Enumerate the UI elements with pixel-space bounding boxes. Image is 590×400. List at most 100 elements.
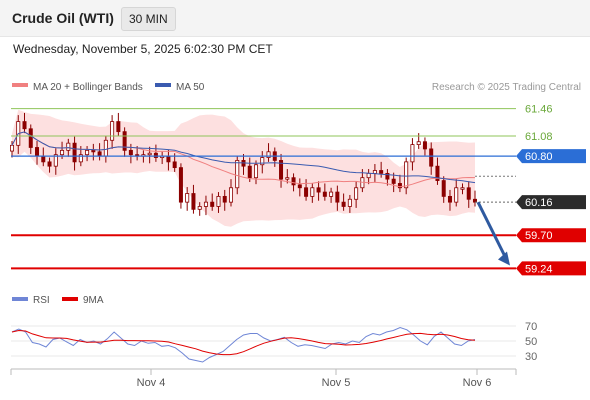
candle-body <box>460 187 465 190</box>
candle-body <box>116 121 121 133</box>
candle-body <box>110 121 115 141</box>
candle-body <box>247 165 252 179</box>
candle-body <box>197 206 202 210</box>
ma20-legend-label: MA 20 + Bollinger Bands <box>33 82 143 93</box>
candle-body <box>41 155 46 163</box>
price-levels: 61.46 61.08 60.80 60.16 59.70 59.24 <box>11 104 586 276</box>
candle-body <box>254 164 259 179</box>
chart-datetime: Wednesday, November 5, 2025 6:02:30 PM C… <box>13 42 273 56</box>
candle-body <box>178 167 183 203</box>
credit-text: Research © 2025 Trading Central <box>432 82 581 93</box>
candle-body <box>191 193 196 210</box>
candle-body <box>185 193 190 203</box>
candle-body <box>335 191 340 203</box>
rsi-tick-label: 70 <box>525 321 537 333</box>
level-label: 59.70 <box>525 230 553 242</box>
candle-body <box>9 144 14 152</box>
candle-body <box>410 144 415 163</box>
candle-body <box>35 147 40 157</box>
candle-body <box>447 195 452 203</box>
candle-body <box>304 187 309 197</box>
level-tag <box>516 149 586 164</box>
rsi-ma-line <box>11 329 476 356</box>
candle-body <box>222 195 227 203</box>
candle-body <box>172 161 177 169</box>
candle-body <box>260 157 265 166</box>
price-panel <box>9 109 477 227</box>
candle-body <box>329 191 334 197</box>
ma50-legend-label: MA 50 <box>176 82 205 93</box>
candle-body <box>435 165 440 181</box>
forecast-arrow-head <box>498 251 510 266</box>
x-axis-label: Nov 6 <box>463 377 492 389</box>
level-label: 61.08 <box>525 131 553 143</box>
candle-body <box>91 149 96 153</box>
candle-body <box>60 149 65 156</box>
rsi-line <box>11 326 476 363</box>
level-label: 60.16 <box>525 197 553 209</box>
candle-body <box>47 161 52 167</box>
candle-body <box>53 154 58 167</box>
level-label: 61.46 <box>525 104 553 116</box>
timeframe-button[interactable]: 30 MIN <box>121 7 176 31</box>
candle-body <box>147 152 152 156</box>
rsi-tick-label: 50 <box>525 336 537 348</box>
level-label: 59.24 <box>525 263 553 275</box>
candle-body <box>429 148 434 167</box>
rsi-ma-legend-label: 9MA <box>83 295 104 306</box>
candle-body <box>347 198 352 207</box>
level-label: 60.80 <box>525 151 553 163</box>
candle-body <box>279 160 284 180</box>
candle-body <box>122 131 127 151</box>
candle-body <box>22 121 27 130</box>
rsi-tick-label: 30 <box>525 351 537 363</box>
candle-body <box>72 142 77 163</box>
instrument-title: Crude Oil (WTI) <box>12 10 114 26</box>
candle-body <box>210 201 215 207</box>
level-tag <box>516 195 586 210</box>
rsi-legend-label: RSI <box>33 295 50 306</box>
candle-body <box>166 155 171 163</box>
rsi-ma-legend-swatch <box>62 297 78 301</box>
candle-body <box>235 160 240 189</box>
candle-body <box>422 141 427 150</box>
candle-body <box>103 139 108 157</box>
candle-body <box>78 154 83 163</box>
candle-body <box>85 149 90 156</box>
candle-body <box>216 195 221 207</box>
candle-body <box>97 151 102 157</box>
candle-body <box>285 177 290 180</box>
candle-body <box>404 161 409 189</box>
x-axis-label: Nov 5 <box>322 377 351 389</box>
candle-body <box>397 183 402 189</box>
level-tag <box>516 261 586 276</box>
candle-body <box>291 177 296 186</box>
candle-body <box>466 187 471 200</box>
candle-body <box>297 184 302 189</box>
ma50-line <box>11 131 476 184</box>
forecast-arrow-shaft <box>476 201 508 260</box>
candle-body <box>66 142 71 151</box>
candle-body <box>441 180 446 197</box>
candle-body <box>366 172 371 179</box>
candle-body <box>153 152 158 158</box>
candle-body <box>322 191 327 197</box>
level-tag <box>516 228 586 243</box>
candle-body <box>316 187 321 193</box>
candle-body <box>372 170 377 174</box>
candle-body <box>391 178 396 184</box>
candle-body <box>28 128 33 148</box>
candle-body <box>128 149 133 156</box>
candle-body <box>203 201 208 207</box>
candle-body <box>385 172 390 180</box>
x-axis-label: Nov 4 <box>137 377 166 389</box>
ma20-legend-swatch <box>12 83 28 87</box>
candle-body <box>354 187 359 200</box>
candle-body <box>416 141 421 146</box>
x-axis-labels: Nov 4 Nov 5 Nov 6 <box>137 369 492 389</box>
candle-body <box>266 151 271 158</box>
candle-body <box>310 187 315 197</box>
candle-body <box>228 187 233 203</box>
rsi-legend-swatch <box>12 297 28 301</box>
